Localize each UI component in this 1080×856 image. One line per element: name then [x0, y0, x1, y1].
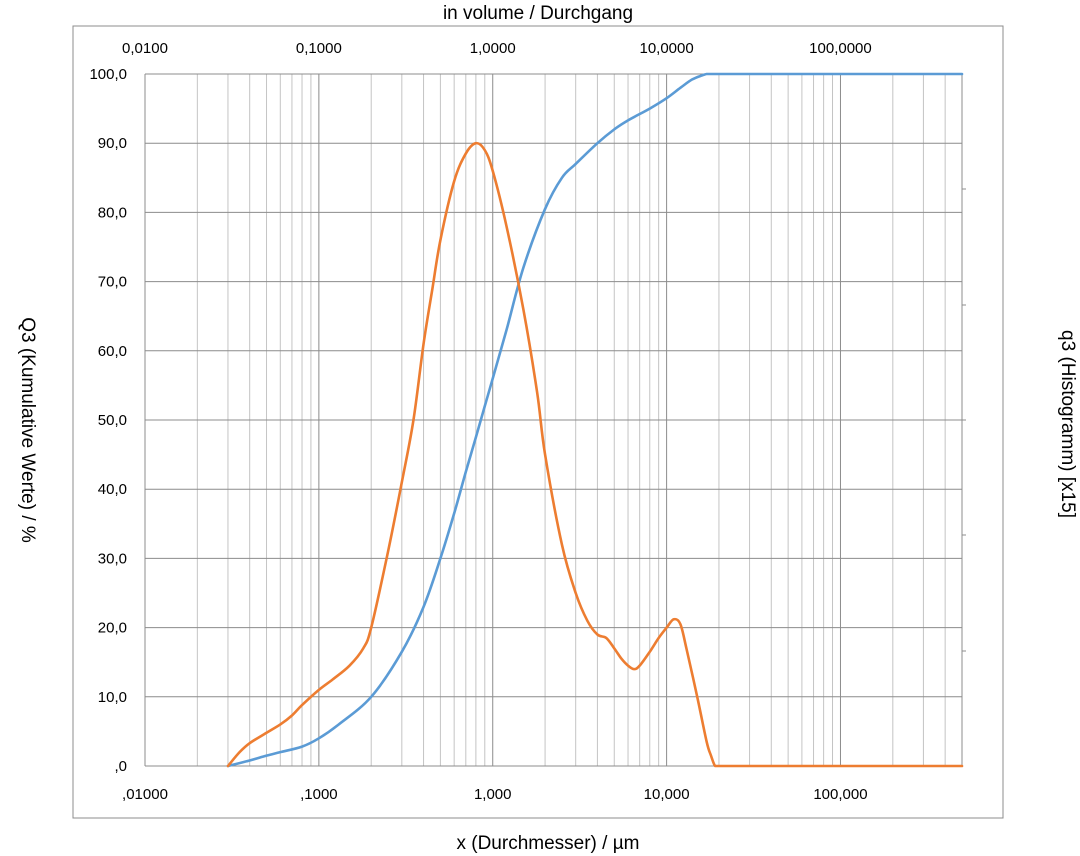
y-axis-label: Q3 (Kumulative Werte) / % — [17, 317, 38, 543]
x-tick-label-bottom: ,1000 — [300, 786, 338, 803]
y-tick-label: 70,0 — [98, 274, 127, 291]
x-tick-label-bottom: 100,000 — [813, 786, 867, 803]
y-tick-label: 20,0 — [98, 620, 127, 637]
series-line-q3 — [226, 72, 964, 768]
x-tick-label-top: 10,0000 — [639, 40, 693, 57]
x-tick-label-bottom: 10,000 — [644, 786, 690, 803]
y-tick-label: 100,0 — [89, 66, 127, 83]
y-tick-label: 40,0 — [98, 481, 127, 498]
y-tick-label: 10,0 — [98, 689, 127, 706]
chart-frame — [72, 25, 1004, 819]
y-tick-label: 30,0 — [98, 550, 127, 567]
y-tick-label: 50,0 — [98, 412, 127, 429]
chart-title: in volume / Durchgang — [443, 3, 633, 24]
y-tick-label: ,0 — [114, 758, 127, 775]
right-axis-ticks — [961, 74, 966, 766]
x-tick-label-top: 100,0000 — [809, 40, 872, 57]
series-line-q3 — [226, 141, 964, 768]
x-tick-label-top: 1,0000 — [470, 40, 516, 57]
grid — [144, 73, 963, 767]
x-tick-label-top: 0,1000 — [296, 40, 342, 57]
x-tick-label-bottom: 1,000 — [474, 786, 512, 803]
x-axis-label: x (Durchmesser) / µm — [456, 833, 639, 854]
y-tick-label: 80,0 — [98, 204, 127, 221]
y2-axis-label: q3 (Histogramm) [x15] — [1057, 330, 1078, 518]
x-tick-label-bottom: ,01000 — [122, 786, 168, 803]
tick-labels: ,0 10,0 20,0 30,0 40,0 50,0 60,0 70,0 80,0 90,0 10… — [89, 40, 871, 803]
x-tick-label-top: 0,0100 — [122, 40, 168, 57]
y-tick-label: 60,0 — [98, 343, 127, 360]
series-layer — [226, 72, 964, 768]
y-tick-label: 90,0 — [98, 135, 127, 152]
